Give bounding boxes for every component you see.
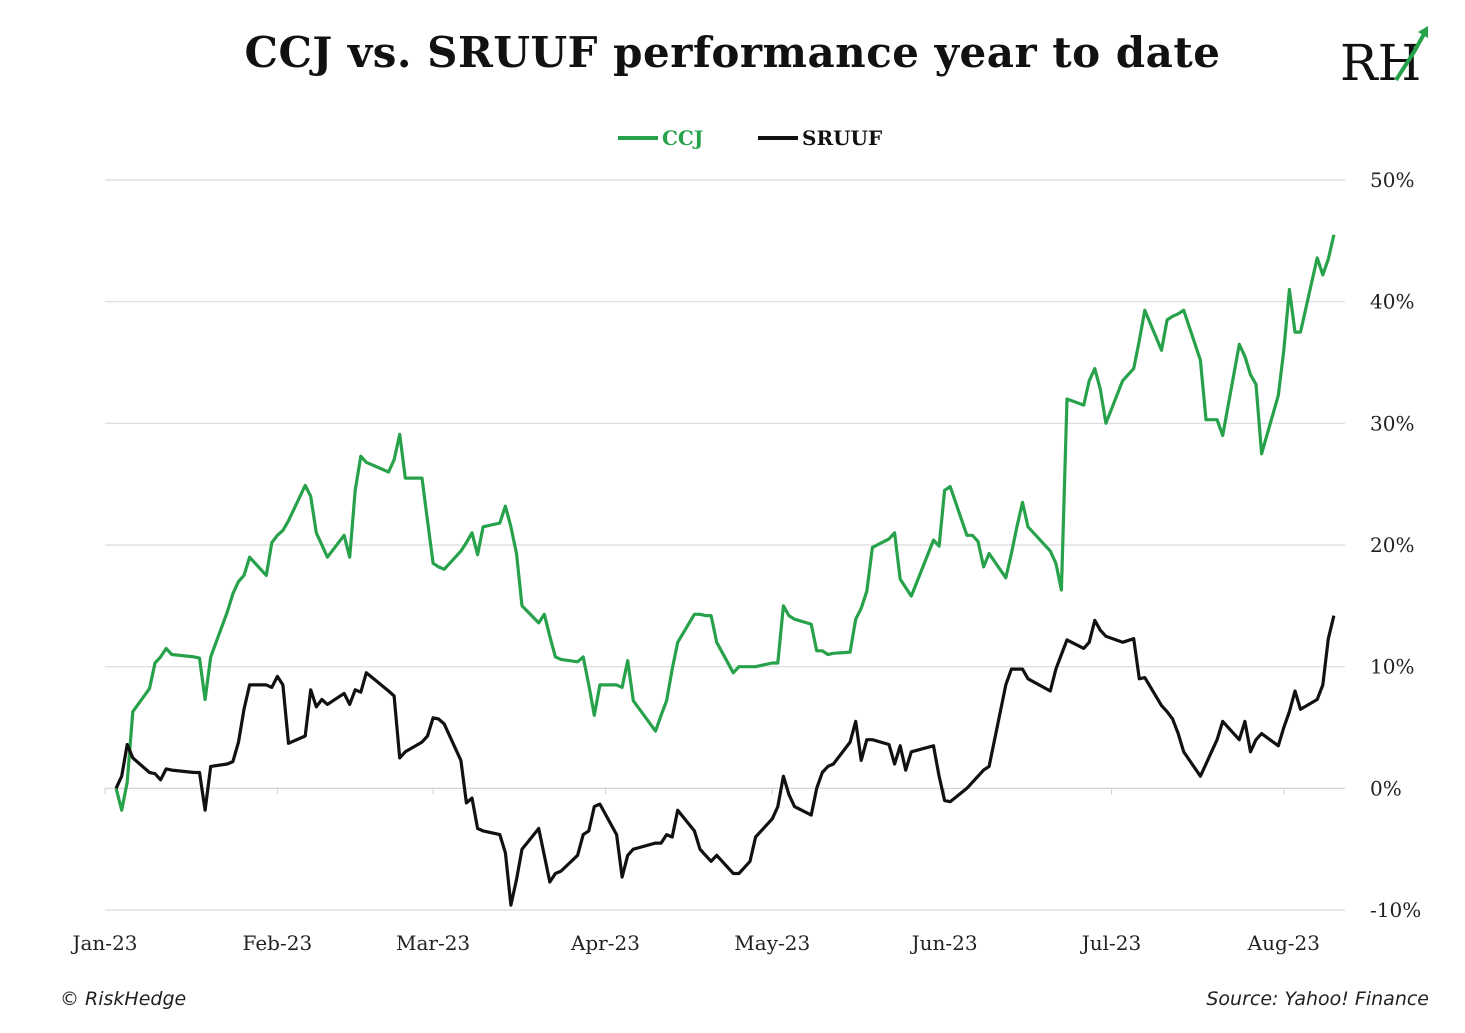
legend-label-sruuf: SRUUF — [802, 126, 883, 150]
x-tick-label: Aug-23 — [1247, 931, 1320, 955]
legend-swatch-sruuf — [758, 136, 798, 140]
legend-item-sruuf: SRUUF — [758, 126, 882, 150]
x-tick-label: Jan-23 — [70, 931, 137, 955]
y-tick-label: 10% — [1370, 655, 1414, 679]
y-tick-label: -10% — [1370, 898, 1421, 922]
riskhedge-logo: RH — [1340, 26, 1428, 92]
chart-title: CCJ vs. SRUUF performance year to date — [244, 28, 1221, 77]
legend-label-ccj: CCJ — [662, 126, 704, 150]
y-tick-label: 30% — [1370, 411, 1414, 435]
x-tick-label: Apr-23 — [570, 931, 640, 955]
y-tick-label: 0% — [1370, 776, 1402, 800]
logo-arrow-head — [1418, 26, 1428, 38]
chart-area: 50% 40% 30% 20% 10% 0% -10% Jan-23 Feb-23 Mar-23 A… — [70, 168, 1421, 955]
legend-item-ccj: CCJ — [618, 126, 703, 150]
x-tick-label: Feb-23 — [243, 931, 313, 955]
x-tick-label: Jul-23 — [1080, 931, 1142, 955]
y-tick-label: 20% — [1370, 533, 1414, 557]
x-tick-label: Mar-23 — [396, 931, 470, 955]
x-tick-label: May-23 — [734, 931, 810, 955]
y-tick-label: 40% — [1370, 290, 1414, 314]
x-tick-label: Jun-23 — [910, 931, 978, 955]
legend: CCJ SRUUF — [0, 126, 1465, 162]
source-text: Source: Yahoo! Finance — [1206, 988, 1429, 1010]
legend-swatch-ccj — [618, 136, 658, 140]
y-tick-label: 50% — [1370, 168, 1414, 192]
copyright-text: © RiskHedge — [60, 988, 187, 1010]
series-line-ccj — [114, 234, 1336, 812]
logo-arrow — [1394, 33, 1426, 82]
series-line-sruuf — [114, 615, 1336, 907]
